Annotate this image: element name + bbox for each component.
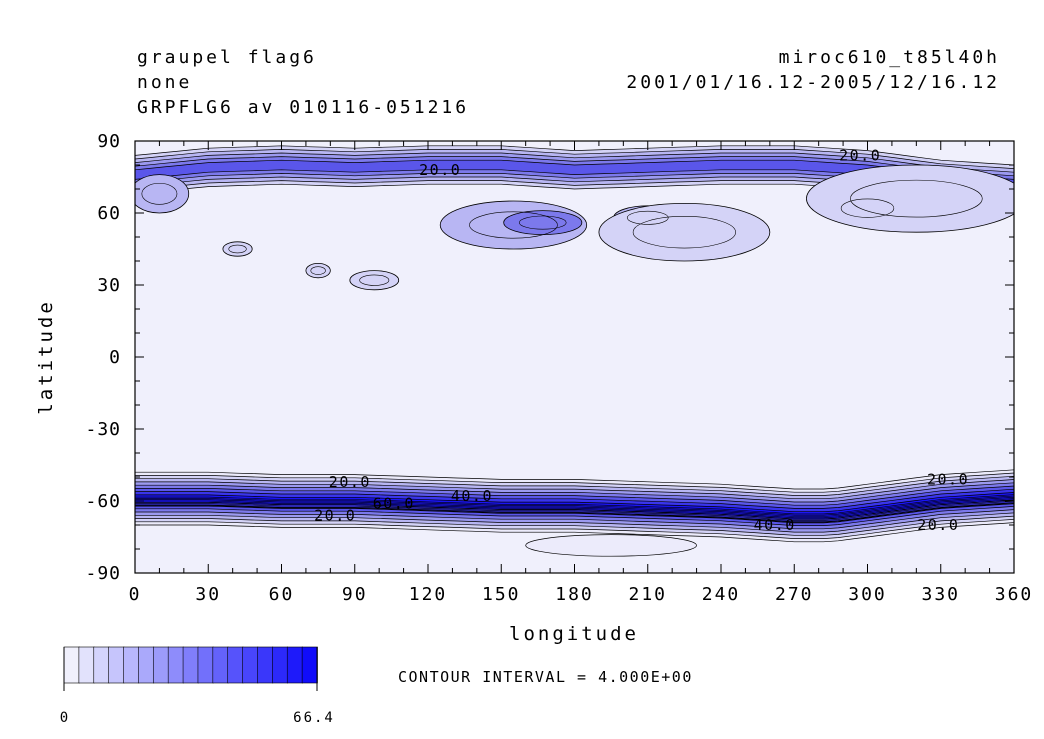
contour-lines [135,179,1014,524]
colorbar-cell-7 [152,646,169,684]
contour-label-6: 20.0 [314,506,356,524]
north-blob-inner-contour-5 [469,211,558,239]
header-left-line-2: none [137,72,193,93]
header-left-line-3: GRPFLG6 av 010116-051216 [137,97,470,118]
contour-label-5: 60.0 [373,494,415,512]
south-band-contour [135,502,1014,522]
x-tick-label-330: 330 [921,584,960,605]
x-tick-label-180: 180 [555,584,594,605]
south-band-contour [135,500,1014,521]
north-blob-inner-contour-7 [626,210,669,225]
axes: 0 30 60 90 120 150 180 210 240 270 300 330 360906030… [85,131,1034,605]
x-tick-label-60: 60 [269,584,295,605]
north-blob-inner-contour-9 [840,198,895,218]
contour-interval-text: CONTOUR INTERVAL = 4.000E+00 [398,668,693,686]
north-blob-8 [598,202,771,262]
colorbar-cell-14 [257,646,274,684]
north-blob-inner-contour-6 [519,215,567,230]
header-left-line-1: graupel flag6 [137,47,317,68]
x-tick-label-90: 90 [342,584,368,605]
colorbar-min-label: 0 [60,710,68,726]
north-blob-inner-contour-8 [632,216,736,249]
north-blob-10 [806,164,1014,233]
header-right-line-1: miroc610_t85l40h [778,47,1000,68]
x-tick-label-270: 270 [775,584,814,605]
north-blob-inner-contour-4 [359,274,390,286]
y-tick-label-0: 0 [109,347,121,368]
south-band-contour [135,494,1014,515]
x-axis-label: longitude [509,623,639,645]
contour-label-2: 20.0 [839,146,881,164]
south-band-contour [135,499,1014,520]
north-band-level-5 [135,159,1014,190]
colorbar-cell-16 [286,646,303,684]
north-blob-inner-contour-1 [141,182,178,205]
colorbar-cell-3 [93,646,110,684]
north-blob-inner-contour-2 [228,244,247,254]
x-tick-label-360: 360 [995,584,1034,605]
colorbar-cell-2 [78,646,95,684]
colorbar-cell-13 [242,646,259,684]
colorbar-cell-6 [138,646,155,684]
contour-label-9: 20.0 [917,516,959,534]
contour-label-4: 40.0 [451,487,493,505]
header-right-line-2: 2001/01/16.12-2005/12/16.12 [626,72,1000,93]
y-tick-label-90: 90 [97,131,121,152]
x-tick-label-0: 0 [129,584,142,605]
y-axis-label: latitude [35,299,57,415]
x-tick-label-300: 300 [848,584,887,605]
colorbar-cell-8 [167,646,184,684]
south-band-contour [135,498,1014,519]
contour-label-3: 20.0 [329,473,371,491]
colorbar [63,646,318,691]
contour-label-8: 20.0 [927,470,969,488]
colorbar-cell-5 [123,646,140,684]
north-blob-4 [349,270,400,291]
north-blob-6 [503,210,583,236]
colorbar-cell-12 [227,646,244,684]
x-tick-label-30: 30 [195,584,221,605]
colorbar-cell-4 [108,646,125,684]
colorbar-cell-17 [301,646,318,684]
south-tail [525,534,697,557]
contour-label-7: 40.0 [754,516,796,534]
north-blob-inner-contour-3 [310,266,326,275]
south-band-contour [135,495,1014,516]
x-tick-label-240: 240 [702,584,741,605]
south-band-contour [135,503,1014,524]
colorbar-cell-11 [212,646,229,684]
x-tick-label-120: 120 [409,584,448,605]
colorbar-cell-9 [182,646,199,684]
colorbar-max-label: 66.4 [293,710,335,726]
north-blob-inner-contour-10 [850,179,983,218]
colorbar-cell-15 [272,646,289,684]
contour-label-1: 20.0 [419,161,461,179]
x-tick-label-150: 150 [482,584,521,605]
y-tick-label--90: -90 [85,563,121,584]
y-tick-label-60: 60 [97,203,121,224]
colorbar-cell-10 [197,646,214,684]
y-tick-label--60: -60 [85,491,121,512]
north-blob-3 [305,262,331,279]
north-blob-2 [222,241,253,257]
south-band-contour [135,497,1014,517]
colorbar-cell-1 [63,646,80,684]
contour-labels: 20.020.020.040.060.020.040.020.020.0 [314,146,969,534]
x-tick-label-210: 210 [628,584,667,605]
north-blob-1 [135,174,190,214]
y-tick-label--30: -30 [85,419,121,440]
y-tick-label-30: 30 [97,275,121,296]
